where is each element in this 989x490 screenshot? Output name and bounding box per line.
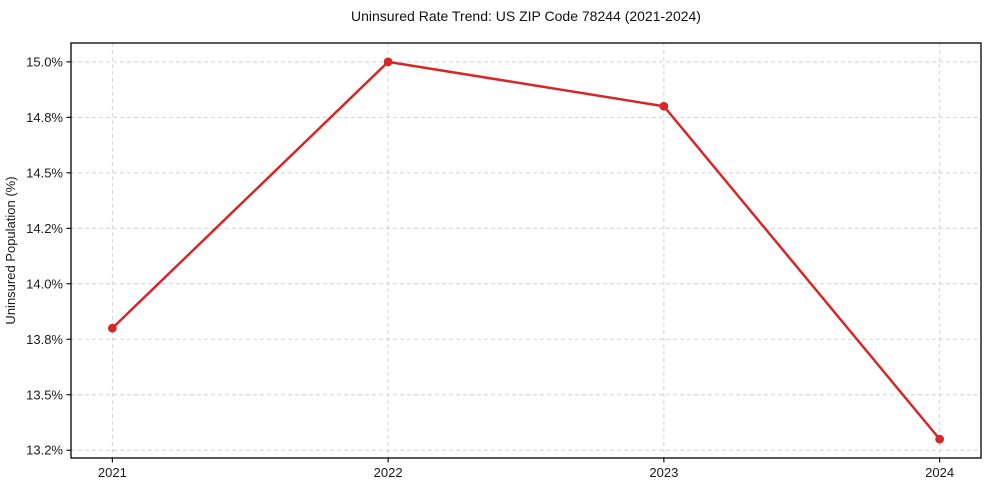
data-point-2022 [383,57,393,67]
x-tick-label: 2023 [649,465,678,480]
y-axis-title: Uninsured Population (%) [3,176,18,324]
axes-layer: 2021 2022 2023 2024 13.2% 13.5% 13.8% 14.0% 14.2… [26,54,954,480]
y-tick-label: 14.0% [26,276,63,291]
y-tick-label: 14.2% [26,221,63,236]
trend-line [111,60,941,441]
data-point-2024 [935,434,945,444]
y-tick-label: 15.0% [26,54,63,69]
x-tick-label: 2024 [925,465,954,480]
y-tick-label: 13.5% [26,387,63,402]
series-layer [107,57,945,444]
data-point-2021 [107,323,117,333]
x-tick-label: 2022 [374,465,403,480]
data-point-2023 [659,101,669,111]
grid-layer [71,43,981,458]
y-tick-label: 13.8% [26,332,63,347]
plot-border [70,42,982,459]
chart-title: Uninsured Rate Trend: US ZIP Code 78244 … [351,8,701,24]
x-tick-label: 2021 [98,465,127,480]
y-tick-label: 14.8% [26,110,63,125]
y-tick-label: 14.5% [26,165,63,180]
y-tick-label: 13.2% [26,443,63,458]
